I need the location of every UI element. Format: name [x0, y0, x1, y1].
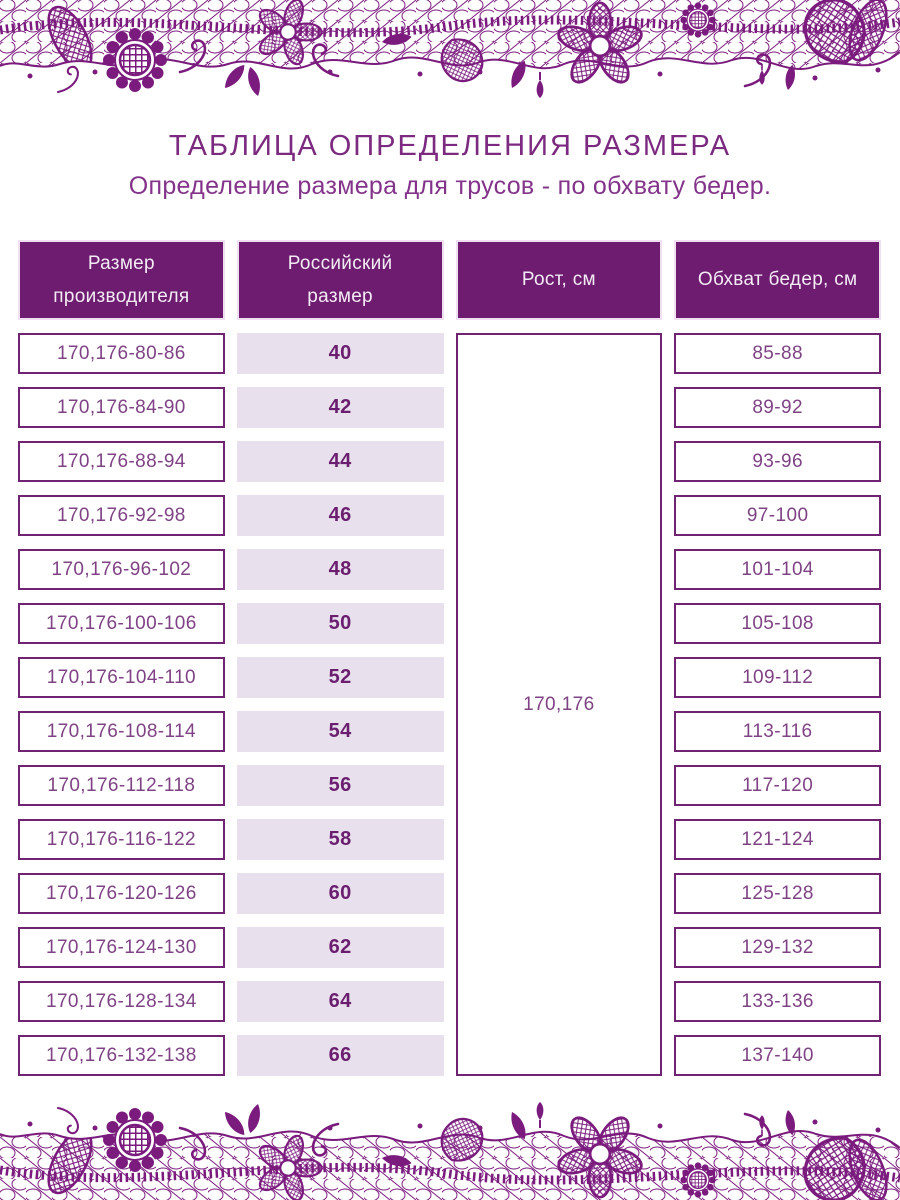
cell-russian-size: 54	[236, 711, 444, 752]
lace-border-bottom-decoration	[0, 1088, 900, 1200]
column-header-hip-circumference: Обхват бедер, см	[674, 240, 881, 320]
column-header-russian-size: Российский размер	[236, 240, 444, 320]
cell-russian-size: 56	[236, 765, 444, 806]
cell-hip-range: 133-136	[674, 981, 881, 1022]
cell-hip-range: 101-104	[674, 549, 881, 590]
cell-russian-size: 44	[236, 441, 444, 482]
cell-manufacturer-size: 170,176-120-126	[18, 873, 225, 914]
cell-hip-range: 125-128	[674, 873, 881, 914]
cell-hip-range: 137-140	[674, 1035, 881, 1076]
cell-hip-range: 121-124	[674, 819, 881, 860]
cell-russian-size: 42	[236, 387, 444, 428]
column-russian-size: Российский размер 40 42 44 46 48 50 52 5…	[236, 240, 444, 1076]
cell-manufacturer-size: 170,176-112-118	[18, 765, 225, 806]
cell-russian-size: 48	[236, 549, 444, 590]
cell-manufacturer-size: 170,176-96-102	[18, 549, 225, 590]
page-subtitle: Определение размера для трусов - по обхв…	[128, 172, 772, 200]
cell-russian-size: 58	[236, 819, 444, 860]
cell-hip-range: 97-100	[674, 495, 881, 536]
cell-manufacturer-size: 170,176-128-134	[18, 981, 225, 1022]
column-header-height: Рост, см	[455, 240, 663, 320]
cell-manufacturer-size: 170,176-100-106	[18, 603, 225, 644]
cell-hip-range: 93-96	[674, 441, 881, 482]
cell-manufacturer-size: 170,176-104-110	[18, 657, 225, 698]
cell-hip-range: 89-92	[674, 387, 881, 428]
cell-hip-range: 85-88	[674, 333, 881, 374]
size-table: Размер производителя 170,176-80-86 170,1…	[18, 240, 881, 1076]
lace-border-top-decoration	[0, 0, 900, 112]
cell-manufacturer-size: 170,176-132-138	[18, 1035, 225, 1076]
cell-manufacturer-size: 170,176-84-90	[18, 387, 225, 428]
cell-russian-size: 46	[236, 495, 444, 536]
cell-russian-size: 66	[236, 1035, 444, 1076]
cell-manufacturer-size: 170,176-80-86	[18, 333, 225, 374]
cell-manufacturer-size: 170,176-116-122	[18, 819, 225, 860]
cell-manufacturer-size: 170,176-92-98	[18, 495, 225, 536]
cell-manufacturer-size: 170,176-88-94	[18, 441, 225, 482]
cell-height-value: 170,176	[455, 333, 663, 1076]
column-manufacturer-size: Размер производителя 170,176-80-86 170,1…	[18, 240, 225, 1076]
cell-hip-range: 113-116	[674, 711, 881, 752]
page-title: ТАБЛИЦА ОПРЕДЕЛЕНИЯ РАЗМЕРА	[168, 130, 732, 162]
cell-hip-range: 129-132	[674, 927, 881, 968]
cell-russian-size: 40	[236, 333, 444, 374]
cell-hip-range: 105-108	[674, 603, 881, 644]
cell-manufacturer-size: 170,176-108-114	[18, 711, 225, 752]
cell-russian-size: 52	[236, 657, 444, 698]
column-hip-circumference: Обхват бедер, см 85-88 89-92 93-96 97-10…	[674, 240, 881, 1076]
column-header-manufacturer-size: Размер производителя	[18, 240, 225, 320]
cell-russian-size: 64	[236, 981, 444, 1022]
cell-manufacturer-size: 170,176-124-130	[18, 927, 225, 968]
cell-russian-size: 62	[236, 927, 444, 968]
cell-russian-size: 60	[236, 873, 444, 914]
cell-hip-range: 109-112	[674, 657, 881, 698]
cell-russian-size: 50	[236, 603, 444, 644]
column-height: Рост, см 170,176	[455, 240, 663, 1076]
cell-hip-range: 117-120	[674, 765, 881, 806]
